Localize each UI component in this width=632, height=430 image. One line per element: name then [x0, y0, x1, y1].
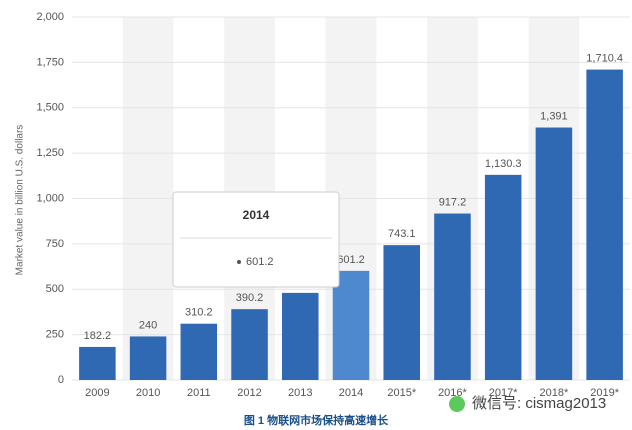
y-tick-label: 2,000	[36, 11, 64, 23]
tooltip-bullet	[237, 260, 241, 264]
x-tick-label: 2015*	[387, 387, 416, 399]
bar	[180, 323, 218, 380]
tooltip-title: 2014	[243, 208, 270, 222]
value-label: 240	[139, 319, 157, 331]
bar	[383, 245, 420, 380]
watermark: 微信号: cismag2013	[472, 395, 606, 412]
bar	[129, 336, 167, 380]
value-label: 1,391	[540, 110, 568, 122]
caption: 图 1 物联网市场保持高速增长	[244, 413, 389, 427]
bar	[79, 346, 116, 380]
tooltip: 2014 601.2	[172, 191, 340, 288]
bar	[282, 292, 319, 380]
x-tick-label: 2013	[288, 387, 312, 399]
y-tick-label: 750	[46, 238, 64, 250]
x-tick-label: 2019*	[590, 387, 619, 399]
wechat-icon	[449, 396, 465, 412]
bar	[484, 174, 522, 380]
x-tick-label: 2010	[136, 387, 160, 399]
value-label: 390.2	[236, 292, 264, 304]
bar	[231, 309, 268, 380]
bar	[535, 127, 573, 380]
value-label: 601.2	[337, 254, 365, 266]
tooltip-box	[172, 191, 340, 288]
bar	[586, 69, 623, 380]
x-tick-label: 2011	[187, 387, 211, 399]
value-label: 743.1	[388, 228, 416, 240]
y-axis-title: Market value in billion U.S. dollars	[15, 125, 26, 276]
x-tick-label: 2018*	[540, 387, 569, 399]
y-tick-label: 0	[58, 374, 64, 386]
value-label: 182.2	[84, 330, 112, 342]
bars	[79, 69, 623, 380]
bar	[434, 213, 471, 380]
x-tick-label: 2016*	[438, 387, 467, 399]
y-tick-label: 1,250	[36, 147, 64, 159]
y-tick-label: 500	[46, 283, 64, 295]
value-label: 917.2	[439, 196, 467, 208]
y-tick-label: 1,750	[36, 56, 64, 68]
y-tick-label: 250	[46, 329, 64, 341]
y-tick-label: 1,500	[36, 102, 64, 114]
bar	[332, 270, 370, 380]
x-tick-label: 2014	[339, 387, 363, 399]
x-tick-label: 2012	[237, 387, 261, 399]
value-label: 310.2	[185, 307, 213, 319]
y-tick-label: 1,000	[36, 192, 64, 204]
tooltip-value: 601.2	[246, 256, 274, 268]
value-label: 1,130.3	[485, 158, 522, 170]
value-label: 1,710.4	[586, 52, 623, 64]
x-tick-label: 2017*	[489, 387, 518, 399]
x-tick-label: 2009	[85, 387, 109, 399]
